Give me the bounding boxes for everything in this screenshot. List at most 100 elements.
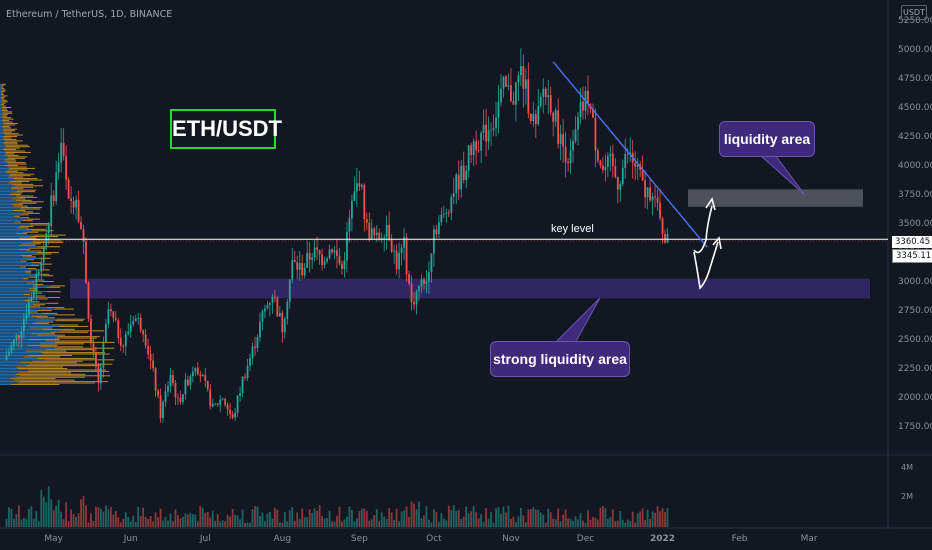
- volume-bar: [353, 521, 356, 527]
- candle-body: [355, 183, 358, 192]
- candle-body: [358, 183, 361, 187]
- profile-bar-blue: [0, 369, 28, 371]
- candle-body: [529, 113, 532, 122]
- profile-bar-blue: [0, 191, 17, 193]
- profile-bar-orange: [1, 83, 6, 85]
- volume-bar: [52, 510, 55, 527]
- profile-bar-orange: [19, 375, 110, 377]
- candle-body: [388, 224, 391, 241]
- volume-bar: [626, 519, 629, 527]
- profile-bar-blue: [0, 218, 28, 220]
- profile-bar-orange: [1, 102, 6, 104]
- candle-body: [430, 253, 433, 273]
- volume-bar: [537, 509, 540, 527]
- profile-bar-blue: [0, 373, 16, 375]
- volume-bar: [450, 509, 453, 527]
- candle-body: [293, 260, 296, 263]
- volume-bar: [629, 521, 632, 527]
- candle-body: [70, 198, 72, 201]
- volume-bar: [346, 516, 348, 527]
- profile-bar-orange: [22, 256, 37, 258]
- volume-bar: [129, 521, 132, 527]
- volume-bar: [534, 509, 537, 527]
- profile-bar-blue: [0, 270, 26, 272]
- volume-bar: [13, 518, 15, 527]
- volume-bar: [527, 509, 530, 527]
- currency-badge[interactable]: USDT: [901, 5, 927, 20]
- profile-bar-orange: [1, 89, 6, 91]
- profile-bar-orange: [2, 112, 13, 114]
- candle-body: [415, 291, 418, 305]
- candle-body: [440, 214, 443, 223]
- volume-bar: [549, 512, 552, 527]
- volume-bar: [273, 507, 276, 527]
- profile-bar-blue: [0, 166, 8, 168]
- volume-bar: [341, 521, 343, 527]
- volume-bars: [5, 486, 669, 527]
- candle-body: [405, 237, 408, 275]
- volume-bar: [485, 508, 487, 527]
- volume-bar: [283, 512, 286, 527]
- profile-bar-blue: [0, 137, 3, 139]
- profile-bar-orange: [28, 370, 110, 372]
- profile-bar-orange: [46, 291, 61, 293]
- profile-bar-blue: [0, 196, 18, 198]
- candle-body: [201, 374, 204, 377]
- symbol-title[interactable]: Ethereum / TetherUS, 1D, BINANCE: [6, 9, 173, 20]
- profile-bar-blue: [0, 160, 5, 162]
- candle-body: [184, 379, 187, 395]
- profile-bar-orange: [3, 149, 17, 151]
- candle-body: [134, 318, 137, 322]
- volume-bar: [467, 513, 470, 527]
- profile-bar-blue: [0, 346, 40, 348]
- volume-bar: [142, 507, 145, 527]
- profile-bar-blue: [0, 185, 15, 187]
- candle-body: [306, 252, 309, 268]
- candle-body: [209, 389, 212, 407]
- profile-bar-orange: [14, 215, 21, 217]
- volume-bar: [194, 514, 197, 527]
- profile-bar-orange: [45, 349, 96, 351]
- profile-bar-blue: [0, 356, 24, 358]
- candle-body: [395, 250, 398, 270]
- volume-bar: [363, 508, 366, 527]
- candle-body: [534, 114, 537, 125]
- profile-bar-orange: [26, 365, 101, 367]
- profile-bar-blue: [0, 125, 3, 127]
- candle-body: [87, 283, 90, 319]
- volume-bar: [234, 514, 237, 527]
- price-axis[interactable]: 5250.00 5000.00 4750.00 4500.00 4250.00 4000.…: [898, 16, 932, 432]
- volume-bar: [286, 521, 289, 527]
- profile-bar-orange: [20, 217, 30, 219]
- profile-bar-blue: [0, 283, 34, 285]
- candle-body: [363, 184, 366, 220]
- profile-bar-blue: [0, 347, 55, 349]
- volume-bar: [231, 508, 234, 527]
- profile-bar-orange: [1, 105, 7, 107]
- liquidity-zone: [688, 189, 863, 207]
- profile-bar-orange: [10, 383, 60, 385]
- candle-body: [537, 105, 540, 125]
- volume-bar: [109, 507, 112, 527]
- profile-bar-orange: [29, 276, 36, 278]
- profile-bar-blue: [0, 228, 27, 230]
- volume-bar: [134, 521, 137, 527]
- volume-bar: [619, 511, 622, 527]
- candle-body: [276, 297, 279, 317]
- strong-liquidity-area-callout: strong liquidity area: [490, 341, 630, 377]
- time-axis[interactable]: May Jun Jul Aug Sep Oct Nov Dec 2022 Feb Mar: [44, 534, 818, 544]
- profile-bar-blue: [0, 156, 8, 158]
- profile-bar-orange: [20, 208, 41, 210]
- chart-lines: [0, 61, 888, 344]
- candle-body: [554, 110, 557, 122]
- candle-body: [30, 297, 33, 302]
- profile-bar-orange: [1, 93, 4, 95]
- profile-bar-orange: [54, 314, 75, 316]
- candle-body: [542, 88, 545, 97]
- profile-bar-blue: [0, 201, 22, 203]
- profile-bar-orange: [3, 143, 18, 145]
- candle-body: [32, 291, 35, 298]
- volume-bar: [579, 513, 582, 527]
- candle-body: [117, 320, 120, 339]
